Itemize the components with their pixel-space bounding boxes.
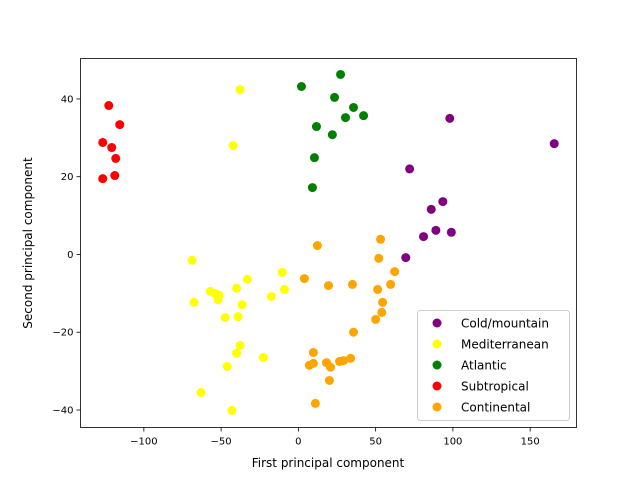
legend-marker — [432, 318, 442, 328]
data-point-mediterranean — [213, 295, 223, 305]
data-point-mediterranean — [227, 405, 237, 415]
data-point-cold-mountain — [438, 197, 448, 207]
x-axis-label: First principal component — [252, 456, 405, 470]
data-point-mediterranean — [220, 312, 230, 322]
data-point-continental — [326, 362, 336, 372]
data-point-mediterranean — [277, 267, 287, 277]
data-point-cold-mountain — [445, 113, 455, 123]
data-point-continental — [304, 360, 314, 370]
data-point-cold-mountain — [446, 227, 456, 237]
data-point-subtropical — [111, 153, 121, 163]
x-tick-label: 100 — [443, 437, 462, 448]
data-point-mediterranean — [232, 348, 242, 358]
data-point-continental — [324, 281, 333, 291]
data-point-mediterranean — [233, 312, 243, 322]
x-tick-label: 0 — [295, 437, 301, 448]
y-tick-label: 20 — [61, 172, 74, 183]
data-point-subtropical — [98, 137, 108, 147]
data-point-subtropical — [107, 143, 117, 153]
data-point-continental — [373, 284, 383, 294]
data-point-continental — [346, 353, 356, 363]
data-point-mediterranean — [279, 284, 289, 294]
legend-label: Cold/mountain — [461, 317, 549, 331]
legend-label: Subtropical — [461, 380, 529, 394]
data-point-mediterranean — [266, 291, 276, 301]
data-point-cold-mountain — [426, 204, 436, 214]
legend-marker — [432, 381, 442, 391]
data-point-continental — [374, 253, 384, 263]
x-tick-label: 150 — [521, 437, 540, 448]
legend-label: Continental — [461, 401, 530, 415]
data-point-cold-mountain — [405, 164, 415, 174]
data-point-mediterranean — [235, 85, 245, 95]
legend-marker — [432, 402, 442, 412]
data-point-atlantic — [349, 102, 359, 112]
data-point-atlantic — [330, 92, 340, 102]
data-point-mediterranean — [222, 361, 232, 371]
data-point-mediterranean — [232, 283, 242, 293]
data-point-continental — [299, 274, 309, 284]
y-tick-label: −20 — [52, 328, 73, 339]
data-point-mediterranean — [242, 274, 252, 284]
data-point-continental — [312, 241, 322, 251]
data-point-continental — [349, 327, 359, 337]
legend-label: Atlantic — [461, 359, 507, 373]
data-point-continental — [347, 279, 357, 289]
data-point-mediterranean — [189, 297, 199, 307]
data-point-mediterranean — [235, 340, 245, 350]
data-point-mediterranean — [196, 388, 206, 398]
legend-box — [417, 310, 570, 421]
data-point-continental — [324, 375, 334, 385]
y-tick-label: 40 — [61, 94, 74, 105]
legend: Cold/mountain Mediterranean Atlantic Subtro… — [417, 310, 570, 421]
data-point-mediterranean — [237, 300, 247, 310]
y-axis-label: Second principal component — [21, 157, 35, 329]
data-point-continental — [308, 347, 318, 357]
x-tick-label: 50 — [369, 437, 382, 448]
data-point-mediterranean — [228, 141, 238, 151]
data-point-continental — [376, 234, 386, 244]
plot-frame — [80, 58, 577, 428]
legend-marker — [432, 339, 442, 349]
data-point-atlantic — [336, 69, 346, 79]
data-point-continental — [334, 356, 344, 366]
data-point-continental — [386, 279, 396, 289]
legend-marker — [432, 360, 442, 370]
data-point-continental — [310, 398, 320, 408]
y-tick-label: −40 — [52, 406, 73, 417]
legend-label: Mediterranean — [461, 338, 549, 352]
y-tick-label: 0 — [67, 250, 73, 261]
data-points — [98, 69, 559, 415]
data-point-cold-mountain — [401, 253, 411, 263]
data-point-atlantic — [327, 130, 337, 140]
data-point-atlantic — [311, 122, 321, 132]
data-point-subtropical — [115, 120, 125, 130]
data-point-cold-mountain — [419, 232, 429, 242]
data-point-continental — [390, 267, 400, 277]
data-point-atlantic — [296, 81, 306, 91]
data-point-continental — [377, 307, 387, 317]
data-point-atlantic — [309, 153, 319, 163]
data-point-mediterranean — [258, 353, 268, 363]
y-axis-ticks: −40 −20 0 20 40 — [52, 94, 81, 417]
data-point-continental — [371, 314, 381, 324]
data-point-cold-mountain — [431, 225, 441, 235]
data-point-subtropical — [110, 171, 120, 181]
data-point-atlantic — [340, 113, 350, 123]
data-point-subtropical — [104, 101, 114, 111]
x-tick-label: −50 — [211, 437, 232, 448]
data-point-subtropical — [98, 174, 108, 184]
data-point-mediterranean — [187, 255, 197, 265]
data-point-atlantic — [359, 111, 369, 121]
x-tick-label: −100 — [130, 437, 157, 448]
x-axis-ticks: −100 −50 0 50 100 150 — [130, 427, 540, 448]
data-point-atlantic — [307, 183, 317, 193]
data-point-cold-mountain — [549, 139, 559, 149]
data-point-continental — [378, 297, 388, 307]
